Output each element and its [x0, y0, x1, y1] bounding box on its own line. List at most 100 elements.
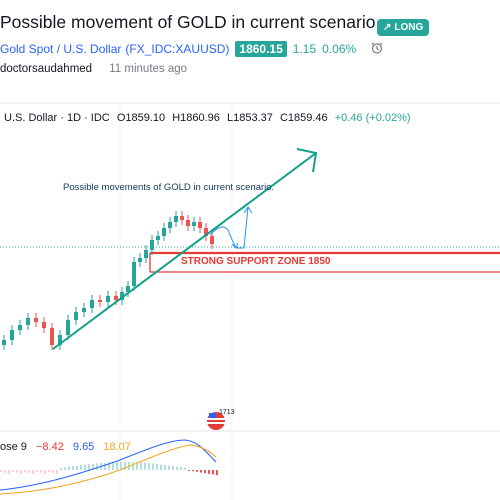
signal-line — [0, 444, 217, 495]
macd-histogram — [0, 462, 218, 476]
legend-close: C1859.46 — [279, 112, 328, 124]
macd-histogram-bar — [84, 464, 86, 470]
candle-body — [186, 220, 190, 226]
macd-histogram-bar — [32, 470, 34, 474]
macd-histogram-bar — [116, 462, 118, 470]
trendline[interactable] — [52, 152, 317, 350]
macd-value-3: 18.07 — [103, 441, 131, 453]
candle-body — [192, 222, 196, 226]
macd-histogram-bar — [188, 470, 190, 471]
macd-histogram-bar — [180, 467, 182, 470]
legend-symbol: U.S. Dollar · 1D · IDC — [4, 112, 110, 124]
us-flag-icon — [207, 412, 225, 430]
macd-histogram-bar — [12, 470, 14, 472]
symbol-row: Gold Spot / U.S. Dollar (FX_IDC:XAUUSD) … — [0, 41, 384, 57]
macd-histogram-bar — [168, 465, 170, 470]
macd-histogram-bar — [8, 470, 10, 474]
candle-body — [114, 296, 118, 300]
candle-body — [150, 240, 154, 250]
chart-legend: U.S. Dollar · 1D · IDC O1859.10 H1860.96… — [4, 112, 411, 124]
macd-histogram-bar — [92, 463, 94, 470]
candle-body — [180, 216, 184, 220]
macd-histogram-bar — [132, 462, 134, 470]
candle-body — [126, 286, 130, 292]
macd-histogram-bar — [72, 466, 74, 470]
macd-histogram-bar — [52, 470, 54, 473]
candle-body — [2, 340, 6, 345]
trendline-arrowhead — [296, 148, 318, 173]
macd-histogram-bar — [152, 463, 154, 470]
candle-body — [26, 318, 30, 325]
candle-body — [120, 292, 124, 300]
legend-open: O1859.10 — [116, 112, 166, 124]
macd-histogram-bar — [172, 465, 174, 470]
projection-path-down[interactable] — [209, 226, 237, 249]
alarm-clock-icon[interactable] — [370, 41, 384, 58]
candle-body — [42, 322, 46, 328]
author-name-link[interactable]: doctorsaudahmed — [0, 63, 93, 75]
macd-histogram-bar — [24, 470, 26, 472]
candle-body — [98, 300, 102, 302]
author-row: doctorsaudahmed 11 minutes ago — [0, 63, 187, 75]
price-badge: 1860.15 — [235, 41, 287, 57]
price-change: 1.15 — [292, 42, 317, 56]
macd-histogram-bar — [44, 470, 46, 474]
projection-path-up[interactable] — [236, 206, 249, 249]
candle-body — [144, 250, 148, 258]
events-badge[interactable]: 1713 — [206, 409, 235, 431]
macd-histogram-bar — [64, 467, 66, 470]
candle-body — [18, 325, 22, 330]
legend-high: H1860.96 — [172, 112, 220, 124]
candle-body — [132, 262, 136, 286]
macd-histogram-bar — [40, 470, 42, 473]
long-badge: ↗ LONG — [377, 19, 430, 36]
macd-histogram-bar — [148, 463, 150, 470]
macd-histogram-bar — [204, 470, 206, 474]
macd-histogram-bar — [140, 462, 142, 470]
symbol-ticker-link[interactable]: (FX_IDC:XAUUSD) — [125, 42, 230, 56]
price-chart[interactable] — [0, 90, 500, 500]
macd-histogram-bar — [200, 470, 202, 473]
candle-body — [162, 228, 166, 236]
macd-histogram-bar — [76, 465, 78, 470]
annotation-note[interactable]: Possible movements of GOLD in current sc… — [63, 182, 275, 193]
macd-histogram-bar — [176, 466, 178, 470]
macd-histogram-bar — [108, 462, 110, 470]
legend-change: +0.46 (+0.02%) — [334, 112, 411, 124]
published-time: 11 minutes ago — [109, 63, 188, 75]
macd-histogram-bar — [104, 462, 106, 470]
support-zone-label[interactable]: STRONG SUPPORT ZONE 1850 — [181, 256, 331, 267]
candle-body — [204, 228, 208, 236]
macd-histogram-bar — [144, 462, 146, 470]
macd-histogram-bar — [48, 470, 50, 472]
price-change-pct: 0.06% — [322, 42, 357, 56]
macd-histogram-bar — [164, 464, 166, 470]
candle-body — [58, 335, 62, 345]
symbol-name-link[interactable]: Gold Spot / U.S. Dollar — [0, 42, 122, 56]
macd-histogram-bar — [60, 468, 62, 470]
macd-histogram-bar — [208, 470, 210, 474]
macd-histogram-bar — [120, 462, 122, 470]
macd-histogram-bar — [196, 470, 198, 472]
macd-legend: ose 9 −8.42 9.65 18.07 — [0, 441, 131, 453]
macd-histogram-bar — [36, 470, 38, 472]
candle-body — [50, 328, 54, 345]
macd-histogram-bar — [156, 463, 158, 470]
macd-value-2: 9.65 — [72, 441, 95, 453]
legend-low: L1853.37 — [226, 112, 273, 124]
macd-histogram-bar — [96, 463, 98, 470]
macd-histogram-bar — [160, 464, 162, 470]
macd-label: ose 9 — [0, 441, 27, 453]
macd-histogram-bar — [0, 470, 2, 472]
macd-histogram-bar — [68, 466, 70, 470]
macd-histogram-bar — [124, 462, 126, 470]
candle-body — [174, 216, 178, 222]
candle-body — [198, 222, 202, 228]
macd-histogram-bar — [28, 470, 30, 473]
candle-body — [168, 222, 172, 228]
macd-histogram-bar — [216, 470, 218, 476]
long-badge-label: LONG — [394, 22, 424, 33]
macd-histogram-bar — [88, 464, 90, 470]
candle-body — [10, 330, 14, 340]
candle-body — [90, 300, 94, 308]
